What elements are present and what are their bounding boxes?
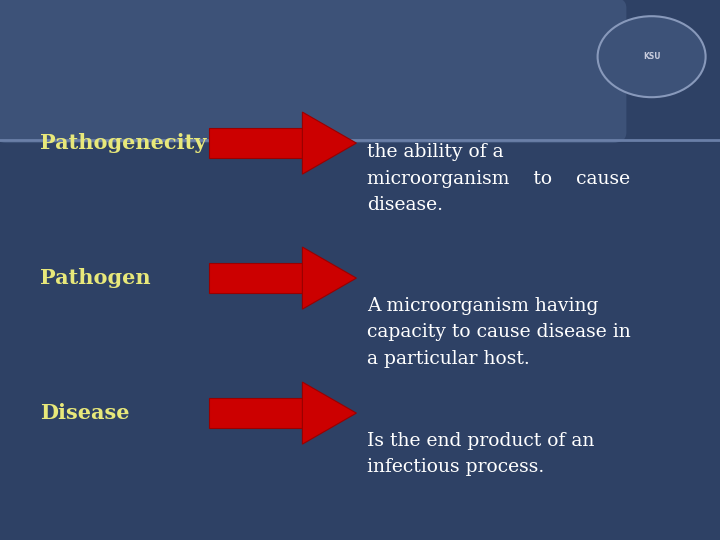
Text: Pathogenecity: Pathogenecity	[40, 133, 206, 153]
Bar	[209, 263, 302, 293]
Polygon shape	[302, 112, 356, 174]
Bar	[209, 128, 302, 158]
Text: A microorganism having
capacity to cause disease in
a particular host.: A microorganism having capacity to cause…	[367, 297, 631, 368]
FancyBboxPatch shape	[0, 0, 626, 143]
Text: Pathogen: Pathogen	[40, 268, 150, 288]
Text: Disease: Disease	[40, 403, 129, 423]
Bar	[209, 399, 302, 428]
Polygon shape	[302, 247, 356, 309]
Circle shape	[598, 16, 706, 97]
Polygon shape	[302, 382, 356, 444]
Text: the ability of a
microorganism    to    cause
disease.: the ability of a microorganism to cause …	[367, 143, 630, 214]
Text: Is the end product of an
infectious process.: Is the end product of an infectious proc…	[367, 432, 595, 476]
Text: KSU: KSU	[643, 52, 660, 61]
